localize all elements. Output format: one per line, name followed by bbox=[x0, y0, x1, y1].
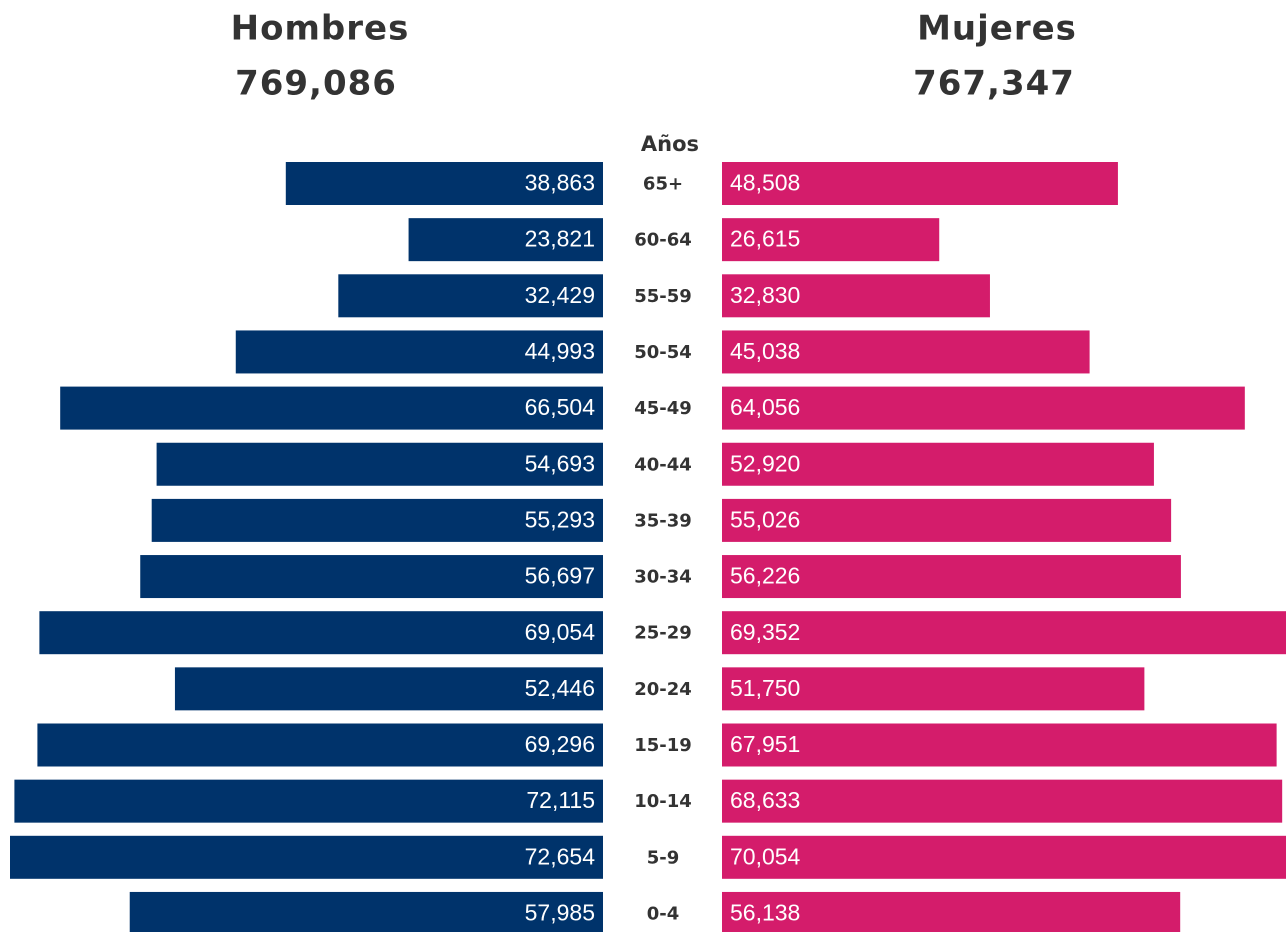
category-label: 10-14 bbox=[634, 791, 692, 812]
bar bbox=[285, 162, 603, 205]
bar bbox=[722, 779, 1283, 823]
series-name: Mujeres bbox=[917, 9, 1077, 49]
bar bbox=[338, 274, 603, 318]
value-label: 52,446 bbox=[525, 675, 595, 701]
bar bbox=[722, 555, 1181, 599]
bar bbox=[722, 723, 1277, 767]
category-label: 20-24 bbox=[634, 679, 692, 700]
series-total: 769,086 bbox=[235, 64, 397, 104]
bar bbox=[408, 218, 603, 262]
bar bbox=[722, 442, 1154, 486]
bar bbox=[722, 162, 1118, 205]
value-label: 69,296 bbox=[525, 731, 595, 757]
category-label: 30-34 bbox=[634, 567, 692, 588]
value-label: 38,863 bbox=[525, 170, 595, 196]
bar bbox=[37, 723, 604, 767]
value-label: 44,993 bbox=[525, 338, 595, 364]
value-label: 68,633 bbox=[730, 787, 800, 813]
category-label: 50-54 bbox=[634, 342, 692, 363]
value-label: 69,352 bbox=[730, 619, 800, 645]
category-label: 40-44 bbox=[634, 454, 692, 475]
bar bbox=[140, 555, 603, 599]
value-label: 45,038 bbox=[730, 338, 800, 364]
bar bbox=[722, 330, 1090, 374]
value-label: 66,504 bbox=[525, 394, 596, 420]
category-label: 35-39 bbox=[634, 510, 692, 531]
value-label: 72,654 bbox=[525, 843, 596, 869]
bar bbox=[129, 891, 604, 932]
category-label: 65+ bbox=[643, 174, 683, 195]
axis-title: Años bbox=[641, 132, 699, 156]
series-name: Hombres bbox=[231, 9, 410, 49]
value-label: 48,508 bbox=[730, 170, 800, 196]
value-label: 72,115 bbox=[526, 787, 595, 813]
bar bbox=[10, 835, 603, 879]
category-label: 60-64 bbox=[634, 230, 692, 251]
category-label: 25-29 bbox=[634, 623, 692, 644]
value-label: 26,615 bbox=[730, 226, 800, 252]
bar bbox=[722, 667, 1145, 711]
category-label: 15-19 bbox=[634, 735, 692, 756]
bar bbox=[235, 330, 603, 374]
value-label: 32,429 bbox=[525, 282, 595, 308]
value-label: 67,951 bbox=[730, 731, 800, 757]
bar bbox=[722, 835, 1286, 879]
value-label: 64,056 bbox=[730, 394, 800, 420]
bar bbox=[722, 218, 940, 262]
bar bbox=[14, 779, 604, 823]
value-label: 54,693 bbox=[525, 450, 595, 476]
bar bbox=[722, 611, 1286, 655]
category-label: 0-4 bbox=[647, 903, 680, 924]
bar bbox=[151, 498, 603, 542]
bar bbox=[722, 498, 1172, 542]
value-label: 52,920 bbox=[730, 450, 800, 476]
bar bbox=[156, 442, 603, 486]
bar bbox=[60, 386, 603, 430]
value-label: 56,226 bbox=[730, 563, 800, 589]
value-label: 69,054 bbox=[525, 619, 596, 645]
bar bbox=[722, 386, 1245, 430]
value-label: 56,138 bbox=[730, 900, 800, 926]
value-label: 56,697 bbox=[525, 563, 595, 589]
value-label: 55,026 bbox=[730, 506, 800, 532]
value-label: 57,985 bbox=[525, 900, 595, 926]
value-label: 23,821 bbox=[525, 226, 595, 252]
value-label: 70,054 bbox=[730, 843, 801, 869]
bar bbox=[174, 667, 604, 711]
bar bbox=[722, 891, 1181, 932]
category-label: 45-49 bbox=[634, 398, 692, 419]
value-label: 55,293 bbox=[525, 506, 595, 532]
value-label: 51,750 bbox=[730, 675, 800, 701]
series-total: 767,347 bbox=[913, 64, 1075, 104]
value-label: 32,830 bbox=[730, 282, 800, 308]
bar bbox=[39, 611, 603, 655]
bar bbox=[722, 274, 990, 318]
category-label: 5-9 bbox=[647, 847, 680, 868]
category-label: 55-59 bbox=[634, 286, 692, 307]
